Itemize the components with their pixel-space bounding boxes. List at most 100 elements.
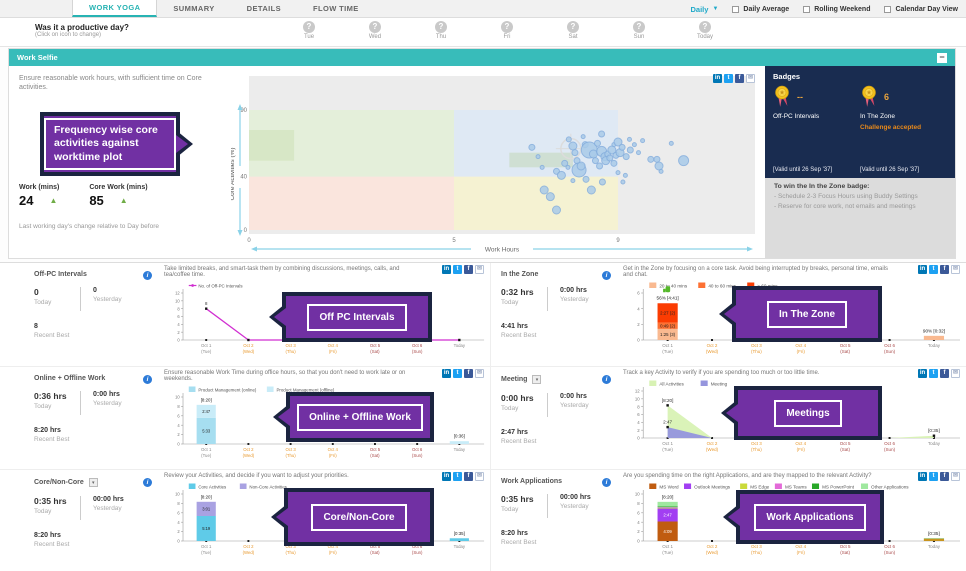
checkbox-calendar-day-view[interactable]: Calendar Day View <box>884 5 958 13</box>
svg-text:2: 2 <box>637 428 640 433</box>
mail-icon[interactable]: ✉ <box>475 265 484 274</box>
activity-dropdown[interactable]: ▾ <box>88 478 98 487</box>
section-title-row: Core/Non-Core ▾ <box>34 478 160 487</box>
stats-divider <box>547 494 548 518</box>
linkedin-icon[interactable]: in <box>442 265 451 274</box>
stat-today-label: Today <box>501 299 519 306</box>
productive-day-sun[interactable]: ? Sun <box>606 21 672 40</box>
svg-text:(Sun): (Sun) <box>412 550 423 555</box>
linkedin-icon[interactable]: in <box>442 472 451 481</box>
stat-today-value: 0:36 hrs <box>34 391 67 401</box>
badge-off-pc-valid: [Valid until 26 Sep '37] <box>773 167 833 173</box>
stat-recent-best: 8 Recent Best <box>34 323 160 339</box>
stat-row: 85 ▲ <box>89 193 147 208</box>
section-title: Work Applications <box>501 478 563 485</box>
mail-icon[interactable]: ✉ <box>951 369 960 378</box>
question-mark-icon: ? <box>501 21 513 33</box>
linkedin-icon[interactable]: in <box>918 472 927 481</box>
scatter-chart: 0 40 90 0 5 9 Core Activities (%) Work Hours <box>229 76 755 254</box>
svg-text:[0:36]: [0:36] <box>454 434 465 439</box>
linkedin-icon[interactable]: in <box>713 74 722 83</box>
productive-day-thu[interactable]: ? Thu <box>408 21 474 40</box>
info-icon[interactable]: i <box>602 478 611 487</box>
facebook-icon[interactable]: f <box>464 369 473 378</box>
twitter-icon[interactable]: t <box>929 472 938 481</box>
facebook-icon[interactable]: f <box>464 472 473 481</box>
productive-day-fri[interactable]: ? Fri <box>474 21 540 40</box>
stat-best-label: Recent Best <box>34 332 70 339</box>
info-icon[interactable]: i <box>143 375 152 384</box>
twitter-icon[interactable]: t <box>724 74 733 83</box>
activity-dropdown[interactable]: ▾ <box>532 375 542 384</box>
svg-text:Product Management (offline): Product Management (offline) <box>276 387 334 392</box>
svg-text:2:27 (2): 2:27 (2) <box>660 311 675 316</box>
stats-divider <box>80 391 81 415</box>
svg-text:(Tue): (Tue) <box>201 550 212 555</box>
tab-summary[interactable]: SUMMARY <box>173 4 215 13</box>
svg-text:3:01: 3:01 <box>202 507 211 512</box>
mail-icon[interactable]: ✉ <box>475 472 484 481</box>
svg-text:All Activities: All Activities <box>659 381 684 386</box>
section-title: In the Zone <box>501 271 539 278</box>
stat-today-value: 0:00 hrs <box>501 393 534 403</box>
callout-core-non-core: Core/Non-Core <box>284 488 434 546</box>
callout-online-offline-work: Online + Offline Work <box>286 392 434 442</box>
info-icon[interactable]: i <box>602 271 611 280</box>
mail-icon[interactable]: ✉ <box>475 369 484 378</box>
section-description: Are you spending time on the right Appli… <box>623 473 872 479</box>
checkbox-rolling-weekend[interactable]: Rolling Weekend <box>803 5 870 13</box>
callout-text: Meetings <box>774 399 842 427</box>
facebook-icon[interactable]: f <box>940 369 949 378</box>
mail-icon[interactable]: ✉ <box>951 265 960 274</box>
svg-text:4: 4 <box>177 423 180 428</box>
svg-text:Oct 3: Oct 3 <box>285 544 296 549</box>
facebook-icon[interactable]: f <box>735 74 744 83</box>
productive-day-sat[interactable]: ? Sat <box>540 21 606 40</box>
info-icon[interactable]: i <box>143 271 152 280</box>
stat-yesterday-value: 00:00 hrs <box>560 494 591 501</box>
stat-yesterday: 0:00 hrs Yesterday <box>560 393 604 409</box>
checkbox-box <box>803 5 811 13</box>
mail-icon[interactable]: ✉ <box>746 74 755 83</box>
linkedin-icon[interactable]: in <box>918 265 927 274</box>
mail-icon[interactable]: ✉ <box>951 472 960 481</box>
info-icon[interactable]: i <box>143 478 152 487</box>
svg-text:(Thu): (Thu) <box>751 349 762 354</box>
checkbox-box <box>732 5 740 13</box>
linkedin-icon[interactable]: in <box>442 369 451 378</box>
twitter-icon[interactable]: t <box>453 265 462 274</box>
tab-flow-time[interactable]: FLOW TIME <box>313 4 359 13</box>
twitter-icon[interactable]: t <box>929 265 938 274</box>
badges-panel: Badges ★ -- <box>765 66 955 258</box>
svg-text:(Fri): (Fri) <box>329 349 337 354</box>
section-stats: Work Applications i 0:35 hrs Today 00:00 hrs… <box>491 470 619 571</box>
svg-text:Oct 1: Oct 1 <box>201 447 212 452</box>
svg-text:5: 5 <box>452 238 456 244</box>
productive-day-today[interactable]: ? Today <box>672 21 738 40</box>
twitter-icon[interactable]: t <box>929 369 938 378</box>
stats-today-yesterday: 0:32 hrs Today 0:00 hrs Yesterday <box>501 287 619 311</box>
svg-text:(Wed): (Wed) <box>243 349 255 354</box>
linkedin-icon[interactable]: in <box>918 369 927 378</box>
tab-details[interactable]: DETAILS <box>246 4 281 13</box>
facebook-icon[interactable]: f <box>464 265 473 274</box>
svg-text:Product Management (online): Product Management (online) <box>198 387 257 392</box>
period-dropdown[interactable]: Daily ▼ <box>691 5 719 14</box>
stat-yesterday-value: 0:00 hrs <box>93 391 120 398</box>
work-selfie-stat: Work (mins) 24 ▲ <box>19 184 59 208</box>
tab-work-yoga[interactable]: WORK YOGA <box>72 0 158 17</box>
checkbox-daily-average[interactable]: Daily Average <box>732 5 789 13</box>
twitter-icon[interactable]: t <box>453 472 462 481</box>
productive-day-tue[interactable]: ? Tue <box>276 21 342 40</box>
info-icon[interactable]: i <box>602 375 611 384</box>
svg-text:6: 6 <box>637 510 640 515</box>
twitter-icon[interactable]: t <box>453 369 462 378</box>
section-core-non-core: Core/Non-Core ▾ i 0:35 hrs Today 00:00 hrs Yes… <box>0 470 490 571</box>
stat-best-value: 8:20 hrs <box>34 532 61 539</box>
collapse-button[interactable]: − <box>937 52 947 63</box>
productive-day-question: Was it a productive day? (Click on icon … <box>35 23 129 38</box>
svg-text:2:47: 2:47 <box>202 409 211 414</box>
facebook-icon[interactable]: f <box>940 472 949 481</box>
facebook-icon[interactable]: f <box>940 265 949 274</box>
productive-day-wed[interactable]: ? Wed <box>342 21 408 40</box>
